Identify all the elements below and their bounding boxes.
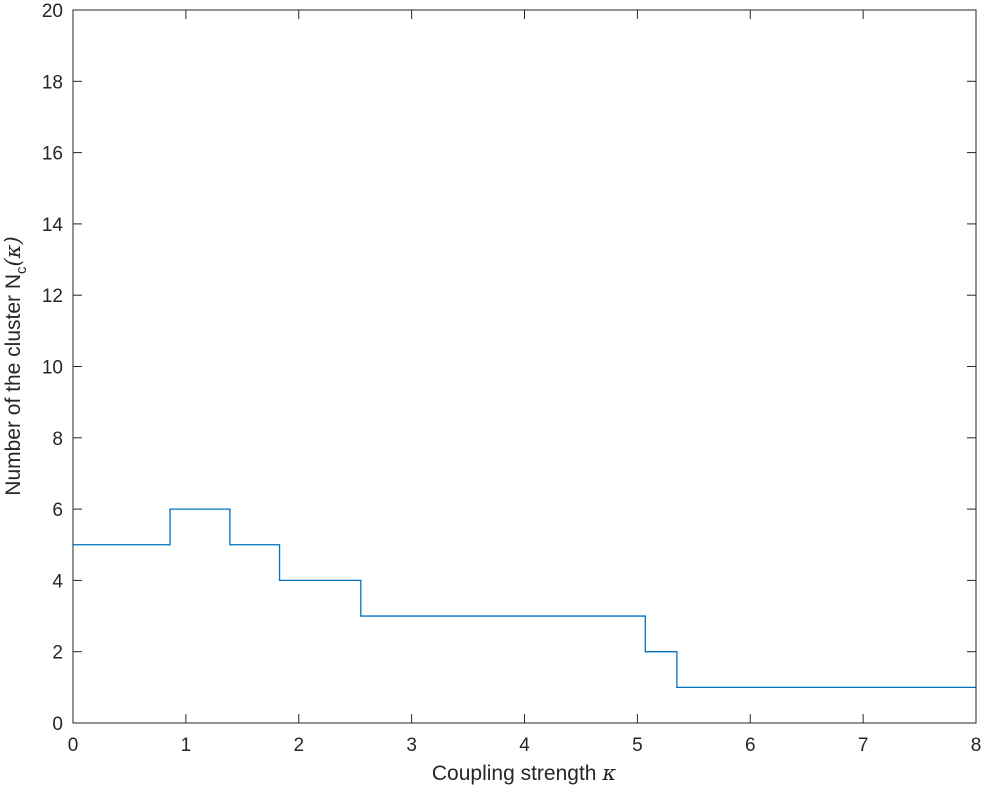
y-tick-label-0: 0 [52, 714, 63, 735]
x-axis-label-symbol: κ [601, 761, 616, 785]
x-axis-label-text: Coupling strength [432, 762, 597, 785]
y-tick-label-7: 14 [42, 215, 64, 236]
y-axis-label: Number of the cluster Nc(κ) [1, 236, 30, 495]
x-tick-label-7: 7 [858, 735, 869, 756]
y-axis-label-text: Number of the cluster N [2, 274, 25, 496]
x-tick-label-0: 0 [68, 735, 79, 756]
plot-area [73, 10, 976, 723]
y-tick-label-5: 10 [42, 358, 63, 379]
x-tick-label-1: 1 [181, 735, 192, 756]
x-tick-label-5: 5 [632, 735, 643, 756]
x-tick-label-2: 2 [293, 735, 304, 756]
x-tick-label-6: 6 [745, 735, 756, 756]
y-tick-label-8: 16 [42, 144, 63, 165]
x-axis-label: Coupling strength κ [432, 761, 616, 785]
y-tick-label-10: 20 [42, 1, 63, 22]
y-axis-label-subscript: c [13, 266, 30, 274]
series-layer [73, 508, 976, 688]
y-tick-label-4: 8 [52, 429, 63, 450]
x-tick-label-8: 8 [971, 735, 982, 756]
y-axis-label-suffix: (κ) [1, 236, 25, 266]
x-tick-label-3: 3 [406, 735, 417, 756]
y-tick-label-9: 18 [42, 72, 63, 93]
y-tick-label-6: 12 [42, 286, 63, 307]
series-line-0 [73, 508, 976, 688]
x-tick-label-4: 4 [519, 735, 530, 756]
y-tick-label-1: 2 [52, 643, 63, 664]
y-tick-label-3: 6 [52, 500, 63, 521]
axes-box [72, 9, 977, 724]
y-tick-label-2: 4 [52, 571, 63, 592]
